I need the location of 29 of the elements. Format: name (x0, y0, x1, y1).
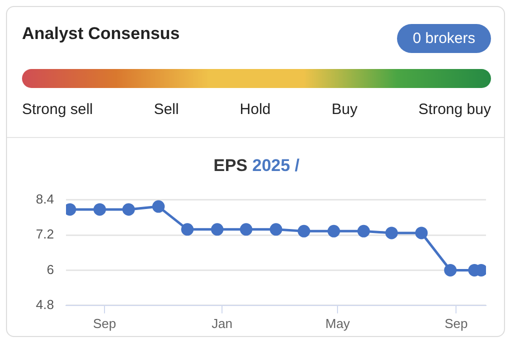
point (328, 224, 340, 238)
point (270, 223, 282, 236)
text: Strong buy (418, 101, 491, 118)
x-tick-label: May (325, 316, 350, 331)
point (444, 264, 457, 276)
text: Analyst Consensus (22, 24, 180, 44)
point (210, 223, 224, 236)
x-tick-label: Jan (212, 316, 233, 331)
y-tick-label: 8.4 (36, 191, 54, 206)
point (93, 203, 106, 216)
text: Sell (154, 101, 179, 118)
point (385, 226, 398, 240)
point (415, 226, 428, 240)
point (152, 200, 165, 213)
text: Hold (240, 101, 271, 118)
x-tick-label: Sep (92, 316, 116, 331)
y-tick-label: 4.8 (36, 296, 54, 312)
point (298, 224, 310, 238)
point (122, 203, 135, 216)
chart-title: EPS 2025 / (212, 156, 300, 176)
point (357, 224, 370, 238)
text: Buy (332, 101, 358, 118)
y-tick-label: 7.2 (36, 226, 54, 242)
y-tick-label: 6 (46, 262, 54, 277)
pill-button: 0 brokers (397, 24, 491, 53)
text: Strong sell (22, 101, 93, 118)
x-tick-label: Sep (444, 316, 468, 331)
point (240, 223, 252, 236)
point (181, 223, 194, 236)
